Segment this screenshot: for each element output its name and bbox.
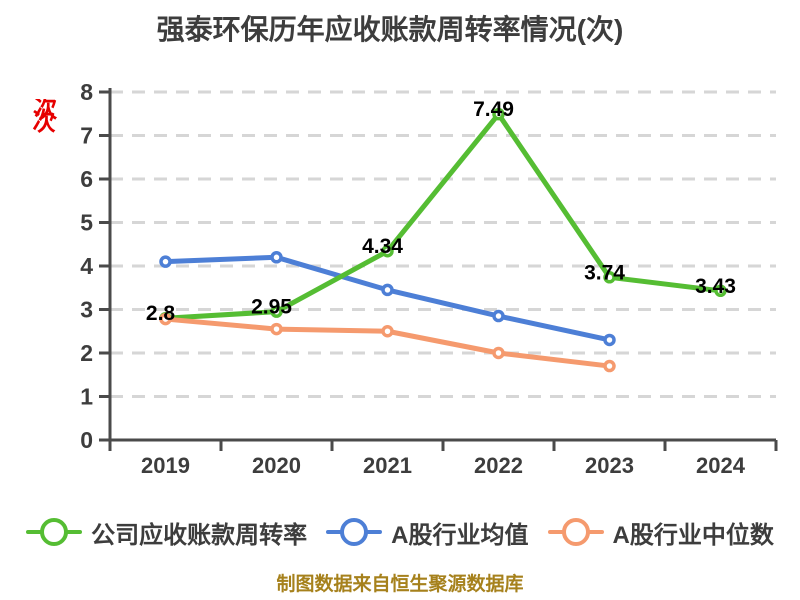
x-tick-label: 2022 xyxy=(474,453,523,478)
legend-marker-blue xyxy=(326,514,383,550)
data-point-marker xyxy=(270,251,283,264)
series-line-0 xyxy=(163,111,723,321)
legend-item-a-share-industry-mean: A股行业均值 xyxy=(326,514,529,550)
y-tick-label: 7 xyxy=(80,123,93,149)
watermark-glyph: 次 xyxy=(34,99,58,123)
y-tick-label: 8 xyxy=(80,79,93,105)
point-value-label: 3.74 xyxy=(584,261,625,284)
x-tick-label: 2024 xyxy=(696,453,746,478)
data-point-marker xyxy=(381,244,394,258)
data-source-note: 制图数据来自恒生聚源数据库 xyxy=(276,574,524,595)
legend-marker-orange xyxy=(547,514,604,550)
x-tick-label: 2020 xyxy=(252,453,301,478)
legend-item-a-share-industry-median: A股行业中位数 xyxy=(547,514,774,550)
data-point-marker xyxy=(492,346,505,360)
data-point-marker xyxy=(714,284,727,298)
x-tick-label: 2023 xyxy=(585,453,634,478)
point-value-label: 2.8 xyxy=(146,302,176,325)
point-value-label: 4.34 xyxy=(362,235,403,258)
y-tick-label: 1 xyxy=(80,384,93,410)
x-tick-label: 2021 xyxy=(363,453,412,478)
point-value-label: 2.95 xyxy=(251,296,292,319)
legend: 公司应收账款周转率 A股行业均值 A股行业中位数 xyxy=(0,514,800,550)
y-tick-label: 0 xyxy=(80,427,93,453)
legend-item-company-turnover: 公司应收账款周转率 xyxy=(26,514,307,550)
chart-title: 强泰环保历年应收账款周转率情况(次) xyxy=(156,14,624,45)
circle-marker-icon xyxy=(340,518,369,546)
data-point-marker xyxy=(603,333,616,347)
legend-label: A股行业均值 xyxy=(391,521,529,549)
data-point-marker xyxy=(492,107,505,121)
data-point-marker xyxy=(603,271,616,284)
data-point-marker xyxy=(492,309,505,323)
data-point-marker xyxy=(381,283,394,297)
legend-label: A股行业中位数 xyxy=(612,521,774,549)
data-point-marker xyxy=(270,322,283,336)
data-point-marker xyxy=(381,325,394,338)
point-value-label: 3.43 xyxy=(695,275,736,298)
y-tick-label: 6 xyxy=(80,166,93,192)
legend-label: 公司应收账款周转率 xyxy=(91,521,308,549)
circle-marker-icon xyxy=(561,518,590,546)
legend-marker-green xyxy=(26,514,83,550)
y-tick-label: 4 xyxy=(80,253,93,279)
y-tick-label: 2 xyxy=(80,340,93,366)
circle-marker-icon xyxy=(40,518,69,546)
point-value-label: 7.49 xyxy=(473,98,514,121)
data-point-marker xyxy=(159,255,172,268)
watermark-glyph: 次 xyxy=(32,108,56,136)
data-point-marker xyxy=(159,312,172,326)
y-tick-label: 3 xyxy=(80,297,93,323)
data-point-marker xyxy=(603,359,616,373)
data-point-marker xyxy=(270,305,283,318)
y-tick-label: 5 xyxy=(80,210,93,236)
y-axis-watermark: 次 次 xyxy=(32,99,65,145)
x-tick-label: 2019 xyxy=(141,453,190,478)
